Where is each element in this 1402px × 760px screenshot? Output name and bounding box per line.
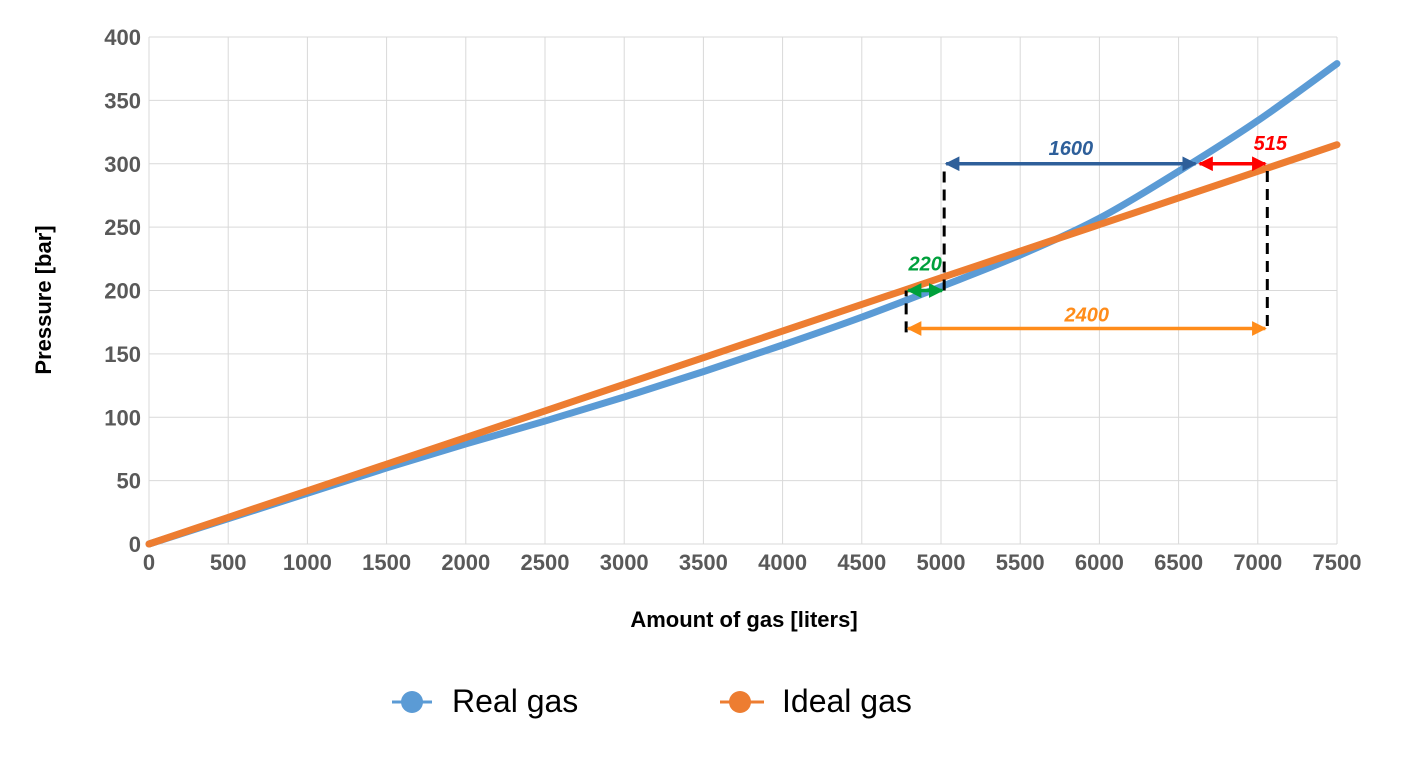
series-line-real-gas [145, 60, 1341, 548]
x-tick-label: 7500 [1313, 550, 1362, 575]
y-tick-label: 400 [104, 25, 141, 50]
x-tick-label: 2500 [521, 550, 570, 575]
x-tick-label: 6500 [1154, 550, 1203, 575]
x-tick-label: 3000 [600, 550, 649, 575]
legend-marker-ideal-gas [729, 691, 751, 713]
series-line-ideal-gas [145, 141, 1341, 548]
legend: Real gas Ideal gas [392, 683, 912, 719]
x-axis-ticks: 0 500 1000 1500 2000 2500 3000 3500 4000 4500 5000… [143, 550, 1362, 575]
y-tick-label: 50 [117, 469, 141, 494]
annotation-1600-label: 1600 [1049, 138, 1094, 160]
annotation-2400-label: 2400 [1063, 305, 1109, 327]
legend-label-ideal-gas: Ideal gas [782, 683, 912, 719]
gridlines [148, 36, 1338, 545]
annotation-220-label: 220 [907, 254, 941, 276]
x-tick-label: 4500 [837, 550, 886, 575]
y-axis-title: Pressure [bar] [31, 225, 56, 374]
legend-item-real-gas: Real gas [392, 683, 578, 719]
x-axis-title: Amount of gas [liters] [630, 607, 857, 632]
x-tick-label: 5500 [996, 550, 1045, 575]
x-tick-label: 5000 [917, 550, 966, 575]
x-tick-label: 3500 [679, 550, 728, 575]
x-tick-label: 4000 [758, 550, 807, 575]
x-tick-label: 1500 [362, 550, 411, 575]
legend-label-real-gas: Real gas [452, 683, 578, 719]
y-tick-label: 100 [104, 405, 141, 430]
legend-item-ideal-gas: Ideal gas [720, 683, 912, 719]
y-tick-label: 0 [129, 532, 141, 557]
legend-marker-real-gas [401, 691, 423, 713]
y-axis-ticks: 0 50 100 150 200 250 300 350 400 [104, 25, 141, 557]
series-lines [145, 60, 1341, 548]
annotations: 220 1600 515 2400 [904, 133, 1288, 336]
x-tick-label: 1000 [283, 550, 332, 575]
x-tick-label: 2000 [441, 550, 490, 575]
annotation-515-label: 515 [1254, 133, 1288, 155]
x-tick-label: 500 [210, 550, 247, 575]
y-tick-label: 200 [104, 279, 141, 304]
y-tick-label: 300 [104, 152, 141, 177]
y-tick-label: 250 [104, 215, 141, 240]
x-tick-label: 0 [143, 550, 155, 575]
x-tick-label: 7000 [1233, 550, 1282, 575]
y-tick-label: 150 [104, 342, 141, 367]
x-tick-label: 6000 [1075, 550, 1124, 575]
y-tick-label: 350 [104, 88, 141, 113]
